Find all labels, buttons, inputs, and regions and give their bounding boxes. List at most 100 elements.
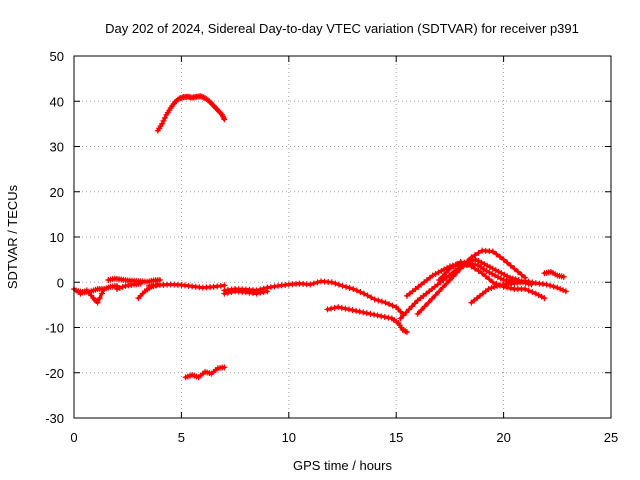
data-point bbox=[267, 284, 274, 291]
data-point bbox=[350, 286, 357, 293]
y-tick-label: 40 bbox=[50, 94, 64, 109]
y-tick-label: -30 bbox=[45, 411, 64, 426]
x-tick-label: 20 bbox=[496, 430, 510, 445]
data-point bbox=[343, 283, 350, 290]
data-point bbox=[338, 304, 345, 311]
data-point bbox=[411, 300, 418, 307]
data-point bbox=[374, 312, 381, 319]
x-tick-label: 0 bbox=[70, 430, 77, 445]
data-point bbox=[454, 269, 461, 276]
data-point bbox=[514, 268, 521, 275]
data-point bbox=[432, 292, 439, 299]
series-arc-end-1 bbox=[500, 277, 569, 295]
data-point bbox=[335, 281, 342, 288]
data-point bbox=[468, 254, 475, 261]
data-point bbox=[397, 315, 404, 322]
data-point bbox=[371, 296, 378, 303]
data-point bbox=[529, 289, 536, 296]
data-point bbox=[507, 262, 514, 269]
data-point bbox=[525, 278, 532, 285]
series-arc-early-low bbox=[75, 282, 120, 296]
x-tick-label: 5 bbox=[178, 430, 185, 445]
data-point bbox=[482, 273, 489, 280]
data-point bbox=[497, 253, 504, 260]
data-point bbox=[500, 256, 507, 263]
data-point bbox=[457, 265, 464, 272]
data-point bbox=[529, 279, 536, 286]
data-point bbox=[522, 277, 529, 284]
data-point bbox=[339, 282, 346, 289]
data-point bbox=[271, 283, 278, 290]
data-point bbox=[357, 289, 364, 296]
series-arc-peak bbox=[414, 247, 529, 317]
chart-title: Day 202 of 2024, Sidereal Day-to-day VTE… bbox=[105, 21, 579, 36]
data-point bbox=[363, 310, 370, 317]
series-arc-high-positive bbox=[154, 93, 228, 134]
data-point bbox=[382, 299, 389, 306]
data-point bbox=[443, 269, 450, 276]
data-point bbox=[307, 281, 314, 288]
data-point bbox=[518, 271, 525, 278]
data-point bbox=[161, 114, 168, 121]
grid-lines bbox=[74, 56, 611, 418]
data-point bbox=[356, 308, 363, 315]
data-point bbox=[560, 273, 567, 280]
data-point bbox=[221, 116, 228, 123]
data-point bbox=[522, 286, 529, 293]
data-point bbox=[257, 289, 264, 296]
data-point bbox=[406, 306, 413, 313]
data-point bbox=[221, 290, 228, 297]
data-point bbox=[507, 280, 514, 287]
data-point bbox=[557, 285, 564, 292]
series-arc-evening-dip bbox=[324, 304, 410, 336]
data-point bbox=[331, 304, 338, 311]
data-point bbox=[479, 270, 486, 277]
data-point bbox=[324, 306, 331, 313]
data-point bbox=[403, 329, 410, 336]
data-point bbox=[547, 282, 554, 289]
data-point bbox=[260, 289, 267, 296]
data-point bbox=[504, 280, 511, 287]
data-point bbox=[421, 303, 428, 310]
data-point bbox=[436, 288, 443, 295]
data-point bbox=[349, 307, 356, 314]
data-point bbox=[375, 297, 382, 304]
data-point bbox=[436, 276, 443, 283]
data-point bbox=[94, 299, 101, 306]
data-point bbox=[345, 306, 352, 313]
data-point bbox=[450, 263, 457, 270]
data-point bbox=[485, 286, 492, 293]
data-point bbox=[224, 289, 231, 296]
data-point bbox=[504, 259, 511, 266]
data-point bbox=[342, 305, 349, 312]
data-point bbox=[228, 289, 235, 296]
data-point bbox=[425, 299, 432, 306]
data-point bbox=[360, 309, 367, 316]
data-point bbox=[511, 265, 518, 272]
data-point bbox=[381, 313, 388, 320]
data-point bbox=[386, 301, 393, 308]
data-point bbox=[475, 249, 482, 256]
data-point bbox=[408, 303, 415, 310]
series-arc-late-falling bbox=[436, 258, 548, 302]
y-tick-label: -10 bbox=[45, 321, 64, 336]
data-point bbox=[471, 265, 478, 272]
data-point bbox=[364, 292, 371, 299]
y-tick-label: 10 bbox=[50, 230, 64, 245]
data-point bbox=[328, 279, 335, 286]
data-point bbox=[471, 252, 478, 259]
plot-frame bbox=[73, 55, 612, 419]
data-point bbox=[489, 248, 496, 255]
data-point bbox=[491, 283, 498, 290]
data-point bbox=[439, 273, 446, 280]
data-point bbox=[461, 260, 468, 267]
axis-ticks: 0 5 10 15 20 25 -30 -20 -10 0 10 20 30 40 50 bbox=[45, 49, 618, 445]
series-arc-afternoon bbox=[221, 278, 406, 317]
data-point bbox=[159, 120, 166, 127]
data-point bbox=[378, 298, 385, 305]
data-point bbox=[464, 261, 471, 268]
data-point bbox=[562, 288, 569, 295]
data-point bbox=[489, 279, 496, 286]
data-point bbox=[414, 310, 421, 317]
data-point bbox=[378, 313, 385, 320]
